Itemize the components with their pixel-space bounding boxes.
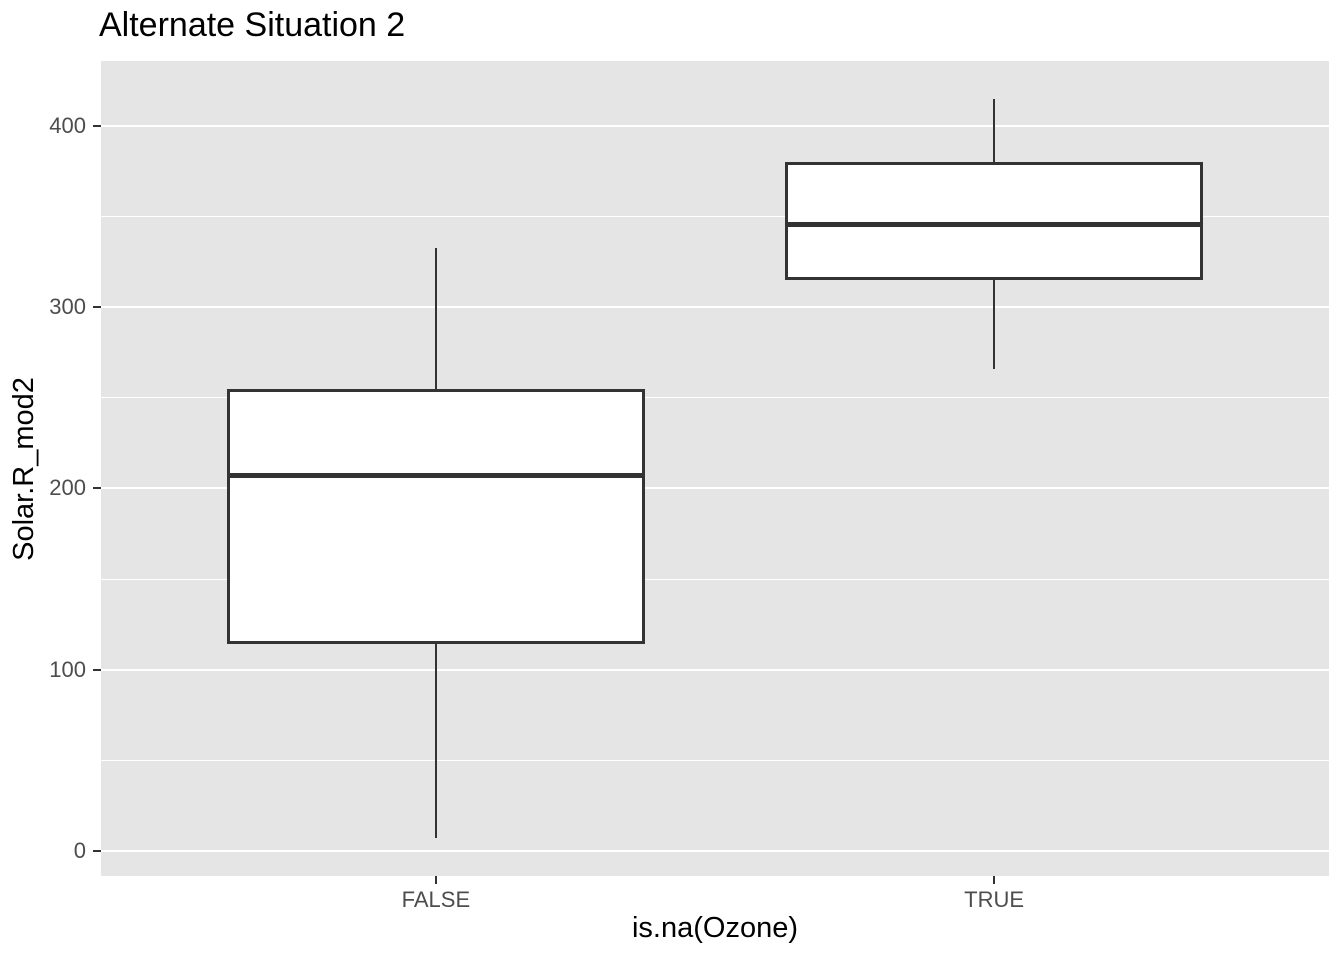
y-tick-label: 400 xyxy=(49,113,86,139)
box-whisker-lower xyxy=(992,280,996,369)
y-gridline-major xyxy=(101,306,1329,309)
y-axis-title: Solar.R_mod2 xyxy=(8,376,40,561)
y-tick-mark xyxy=(93,849,101,852)
box xyxy=(784,162,1204,281)
median-line xyxy=(784,221,1204,227)
y-gridline-minor xyxy=(101,397,1329,399)
y-tick-mark xyxy=(93,668,101,671)
y-tick-label: 300 xyxy=(49,294,86,320)
y-gridline-major xyxy=(101,849,1329,852)
y-gridline-major xyxy=(101,487,1329,490)
y-tick-label: 100 xyxy=(49,656,86,682)
y-gridline-minor xyxy=(101,578,1329,580)
y-tick-label: 200 xyxy=(49,475,86,501)
y-tick-label: 0 xyxy=(73,837,86,863)
plot-title: Alternate Situation 2 xyxy=(99,6,406,44)
box xyxy=(226,388,646,645)
x-tick-mark xyxy=(434,876,437,884)
y-gridline-minor xyxy=(101,216,1329,218)
x-tick-label: TRUE xyxy=(964,887,1025,912)
x-tick-mark xyxy=(993,876,996,884)
y-tick-mark xyxy=(93,125,101,128)
y-gridline-major xyxy=(101,668,1329,671)
y-tick-mark xyxy=(93,487,101,490)
box-whisker-upper xyxy=(434,247,438,389)
y-gridline-major xyxy=(101,125,1329,128)
x-tick-label: FALSE xyxy=(401,887,471,912)
median-line xyxy=(226,473,646,479)
box-whisker-upper xyxy=(992,99,996,163)
box-whisker-lower xyxy=(434,644,438,838)
y-tick-mark xyxy=(93,306,101,309)
x-axis-title: is.na(Ozone) xyxy=(631,912,798,944)
y-gridline-minor xyxy=(101,759,1329,761)
